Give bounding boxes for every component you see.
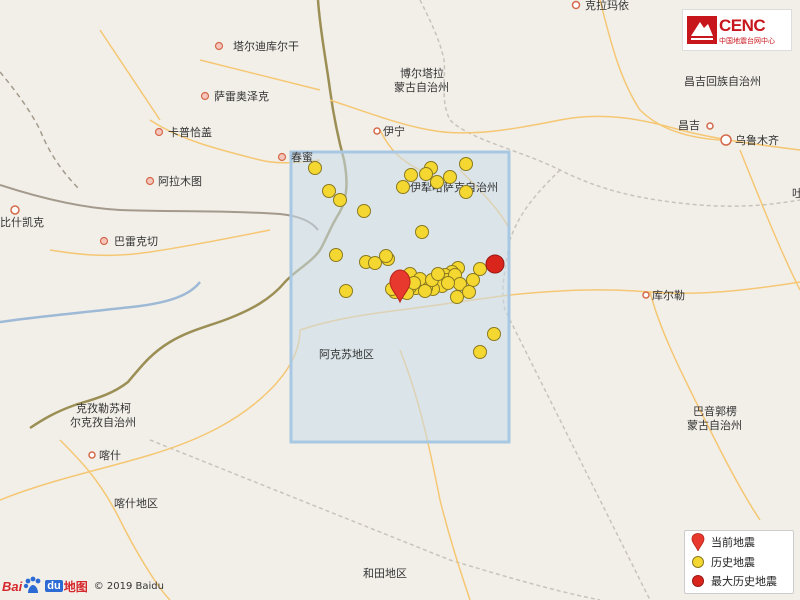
city-dot-chunmi — [277, 152, 287, 162]
legend-largest-label: 最大历史地震 — [711, 575, 777, 588]
historical-quake-marker[interactable] — [404, 168, 418, 182]
historical-quake-marker[interactable] — [339, 284, 353, 298]
label-yining: 伊宁 — [383, 124, 405, 138]
historical-quake-marker[interactable] — [357, 204, 371, 218]
historical-quake-marker[interactable] — [487, 327, 501, 341]
historical-quake-marker[interactable] — [308, 161, 322, 175]
historical-quake-marker[interactable] — [459, 157, 473, 171]
label-changji-city: 昌吉 — [678, 119, 700, 132]
label-hetian: 和田地区 — [363, 567, 407, 580]
legend-current: 当前地震 — [691, 533, 755, 551]
historical-quake-marker[interactable] — [443, 170, 457, 184]
label-saleiao: 萨雷奥泽克 — [214, 89, 269, 103]
historical-quake-marker[interactable] — [431, 267, 445, 281]
historical-quake-marker[interactable] — [459, 185, 473, 199]
historical-quake-marker[interactable] — [396, 180, 410, 194]
historical-quake-marker[interactable] — [473, 262, 487, 276]
label-tu: 吐 — [792, 187, 800, 200]
city-dot-saleiao — [200, 91, 210, 101]
city-dot-almaty — [145, 176, 155, 186]
legend-history: 历史地震 — [691, 553, 755, 571]
historical-quake-marker[interactable] — [418, 284, 432, 298]
historical-quake-marker[interactable] — [379, 249, 393, 263]
legend-history-label: 历史地震 — [711, 556, 755, 569]
copyright-text: © 2019 Baidu — [93, 580, 164, 592]
historical-quake-marker[interactable] — [430, 175, 444, 189]
national-border — [29, 0, 348, 430]
city-dot-kapuqia — [154, 127, 164, 137]
label-chunmi: 春蜜 — [291, 150, 313, 164]
yellow-dot-icon — [692, 556, 704, 568]
historical-quakes — [308, 157, 501, 359]
label-urumqi: 乌鲁木齐 — [735, 133, 779, 147]
baidu-attribution[interactable]: Bai du 地图 © 2019 Baidu — [2, 576, 164, 596]
baidu-logo-bai: Bai — [2, 578, 23, 594]
legend-current-label: 当前地震 — [711, 536, 755, 549]
historical-quake-marker[interactable] — [441, 276, 455, 290]
city-dot-balei — [99, 236, 109, 246]
historical-quake-marker[interactable] — [329, 248, 343, 262]
map-legend: 当前地震 历史地震 最大历史地震 — [684, 530, 794, 594]
baidu-paw-icon — [24, 576, 41, 593]
baidu-logo-ditu: 地图 — [63, 579, 88, 594]
logo-sub: 中国地震台网中心 — [719, 37, 775, 45]
label-kapuqia: 卡普恰盖 — [168, 125, 212, 139]
label-bayin-1: 巴音郭楞 — [693, 404, 737, 418]
red-dot-icon — [692, 575, 704, 587]
baidu-logo-du: du — [45, 580, 63, 592]
label-almaty: 阿拉木图 — [158, 174, 202, 188]
label-bole-1: 博尔塔拉 — [400, 66, 444, 80]
label-korla: 库尔勒 — [652, 289, 685, 302]
city-dot-bishkek — [10, 205, 20, 215]
label-bole-2: 蒙古自治州 — [394, 80, 449, 94]
red-pin-icon — [691, 533, 705, 551]
cenc-logo: CENC 中国地震台网中心 — [682, 9, 792, 51]
label-bishkek: 比什凯克 — [0, 216, 44, 229]
disputed-border — [0, 71, 81, 191]
city-dot-yining — [373, 127, 381, 135]
historical-quake-marker[interactable] — [473, 345, 487, 359]
label-changji-prefecture: 昌吉回族自治州 — [684, 74, 761, 88]
label-kashi-area: 喀什地区 — [114, 497, 158, 510]
label-kashi: 喀什 — [99, 449, 121, 462]
label-bayin-2: 蒙古自治州 — [687, 418, 742, 432]
city-dot-kashi — [88, 451, 96, 459]
label-taerdi: 塔尔迪库尔干 — [233, 40, 299, 53]
current-quake-pin[interactable] — [389, 269, 411, 304]
historical-quake-marker[interactable] — [333, 193, 347, 207]
historical-quake-marker[interactable] — [415, 225, 429, 239]
historical-quake-marker[interactable] — [322, 184, 336, 198]
city-markers — [10, 0, 732, 459]
river-line — [0, 281, 201, 324]
city-dot-kelayi — [571, 0, 581, 10]
city-dot-changji — [706, 122, 714, 130]
legend-largest: 最大历史地震 — [691, 572, 777, 590]
cenc-logo-icon — [687, 16, 717, 44]
province-border — [419, 0, 800, 207]
historical-quake-marker[interactable] — [466, 273, 480, 287]
label-balei: 巴雷克切 — [114, 235, 158, 248]
logo-name: CENC — [719, 16, 766, 35]
province-border-3 — [149, 439, 601, 600]
province-border-2 — [502, 169, 651, 600]
label-kezi-1: 克孜勒苏柯 — [76, 401, 131, 415]
historical-quake-marker[interactable] — [462, 285, 476, 299]
largest-quake-marker[interactable] — [485, 254, 505, 274]
label-kezi-2: 尔克孜自治州 — [70, 415, 136, 429]
city-dot-urumqi — [720, 134, 732, 146]
historical-quake-marker[interactable] — [368, 256, 382, 270]
city-dot-korla — [642, 291, 650, 299]
place-labels: 克拉玛依 塔尔迪库尔干 博尔塔拉 蒙古自治州 昌吉回族自治州 萨雷奥泽克 卡普恰… — [0, 0, 800, 580]
label-kelayi: 克拉玛依 — [585, 0, 629, 12]
city-dot-taerdi — [214, 41, 224, 51]
historical-quake-marker[interactable] — [419, 167, 433, 181]
historical-quake-marker[interactable] — [450, 290, 464, 304]
label-akesu: 阿克苏地区 — [319, 348, 374, 361]
